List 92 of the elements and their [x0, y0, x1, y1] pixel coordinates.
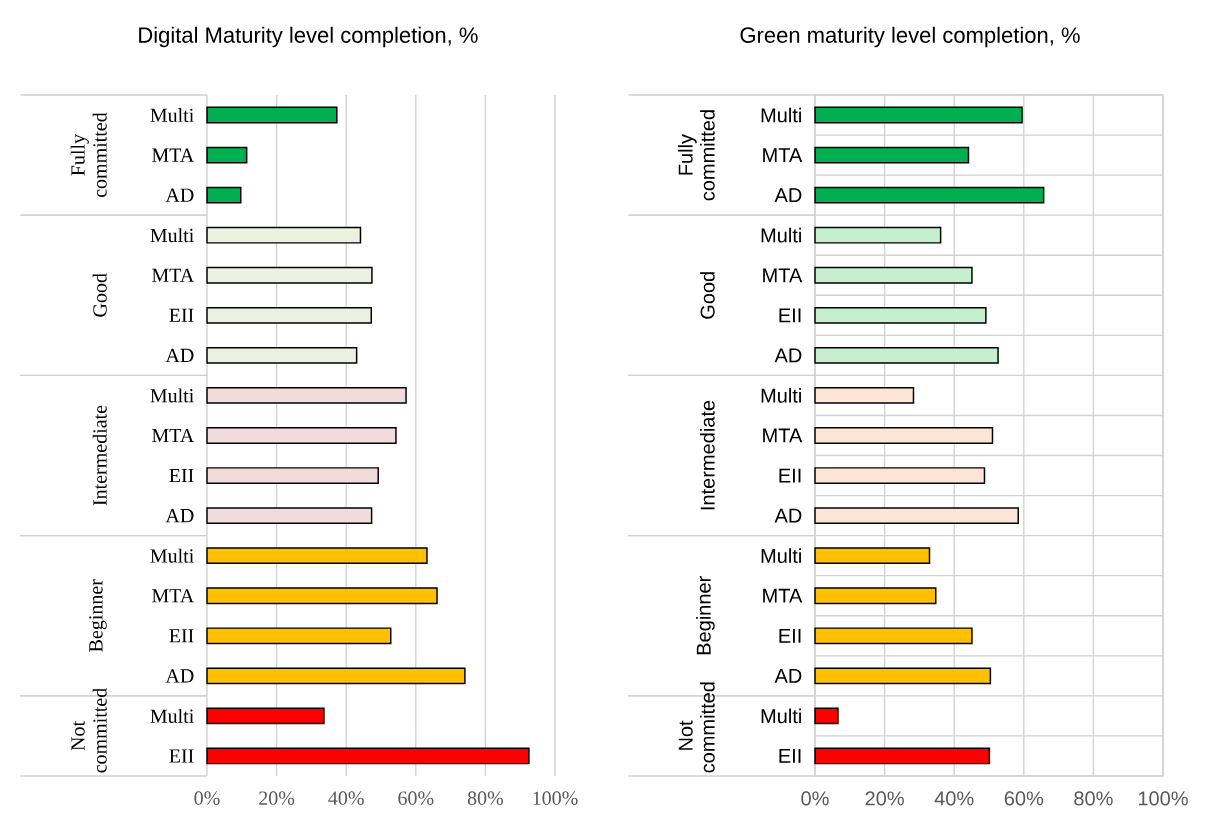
- bar: [206, 226, 362, 244]
- y-tick-label: AD: [774, 668, 802, 683]
- bar: [206, 306, 372, 324]
- bar: [206, 507, 373, 525]
- y-tick-label: EII: [779, 468, 801, 483]
- y-tick-label: Multi: [150, 548, 194, 563]
- x-tick-label: 40%: [934, 791, 974, 806]
- bar: [206, 547, 428, 565]
- y-tick-label: EII: [169, 749, 194, 763]
- bar: [206, 467, 379, 484]
- chart-title: Digital Maturity level completion, %: [139, 26, 478, 48]
- x-tick-label: 20%: [865, 791, 904, 806]
- y-tick-label: Multi: [150, 708, 194, 723]
- bar: [814, 707, 839, 725]
- y-tick-label: EII: [779, 628, 801, 643]
- bar: [814, 547, 931, 565]
- x-tick-label: 60%: [1004, 791, 1044, 806]
- bar: [814, 627, 973, 645]
- bar: [206, 587, 438, 605]
- y-tick-label: AD: [165, 348, 194, 362]
- x-tick-label: 20%: [259, 791, 295, 805]
- bar: [814, 467, 986, 484]
- y-tick-label: EII: [169, 469, 194, 483]
- y-tick-label: MTA: [763, 148, 803, 162]
- bar: [814, 427, 994, 444]
- y-tick-label: EII: [779, 308, 801, 323]
- bar: [206, 707, 325, 725]
- y-tick-label: AD: [774, 188, 802, 203]
- y-tick-label: Multi: [761, 548, 801, 564]
- bar: [206, 747, 530, 765]
- text: Good: [92, 273, 107, 317]
- bar: [206, 387, 407, 404]
- x-tick-label: 0%: [194, 791, 220, 805]
- bar: [814, 667, 992, 685]
- x-tick-label: 0%: [801, 791, 829, 806]
- y-tick-label: AD: [774, 348, 802, 363]
- chart-title: Green maturity level completion, %: [740, 26, 1080, 48]
- bar: [206, 627, 392, 645]
- y-tick-label: EII: [169, 308, 194, 322]
- bar: [814, 226, 942, 244]
- bar: [206, 346, 358, 364]
- y-tick-label: MTA: [152, 589, 195, 603]
- y-tick-label: EII: [779, 749, 801, 763]
- x-tick-label: 80%: [1074, 791, 1113, 806]
- y-tick-label: AD: [165, 188, 194, 202]
- text: Fully committed: [70, 112, 107, 198]
- y-tick-label: MTA: [152, 428, 195, 443]
- bar: [814, 346, 999, 364]
- y-tick-label: EII: [169, 629, 194, 643]
- bar: [206, 667, 466, 685]
- text: Good: [700, 272, 715, 319]
- y-tick-label: MTA: [152, 148, 195, 162]
- text: Beginner: [696, 576, 715, 655]
- y-tick-label: Multi: [150, 388, 194, 403]
- bar: [814, 186, 1045, 204]
- y-tick-label: MTA: [152, 268, 195, 282]
- bar: [814, 507, 1019, 525]
- y-tick-label: MTA: [763, 428, 803, 443]
- bar: [814, 146, 970, 164]
- bar: [814, 387, 915, 404]
- x-tick-label: 80%: [467, 791, 504, 805]
- y-tick-label: Multi: [150, 228, 194, 243]
- y-tick-label: Multi: [761, 708, 801, 724]
- bar: [814, 266, 973, 284]
- x-tick-label: 40%: [328, 791, 364, 805]
- text: Intermediate: [700, 400, 715, 510]
- y-tick-label: AD: [774, 508, 802, 523]
- y-tick-label: Multi: [761, 388, 801, 403]
- bar: [206, 186, 242, 204]
- y-tick-label: Multi: [150, 108, 194, 123]
- bar: [814, 747, 991, 765]
- bar: [814, 587, 937, 605]
- bar: [206, 266, 373, 284]
- bar: [206, 146, 248, 164]
- text: Beginner: [89, 579, 107, 652]
- y-tick-label: Multi: [761, 107, 801, 123]
- text: Fully committed: [678, 110, 715, 201]
- x-tick-label: 100%: [533, 791, 578, 805]
- y-tick-label: MTA: [763, 588, 803, 603]
- y-tick-label: AD: [165, 509, 194, 523]
- y-tick-label: Multi: [761, 227, 801, 243]
- x-tick-label: 100%: [1138, 791, 1188, 806]
- y-tick-label: AD: [165, 669, 194, 683]
- text: Not committed: [678, 682, 715, 773]
- bar: [206, 427, 397, 444]
- bar: [814, 306, 987, 324]
- text: Not committed: [71, 688, 107, 773]
- y-tick-label: MTA: [763, 268, 803, 283]
- text: Intermediate: [92, 405, 107, 506]
- bar: [206, 106, 338, 124]
- bar: [814, 106, 1023, 124]
- x-tick-label: 60%: [398, 791, 434, 805]
